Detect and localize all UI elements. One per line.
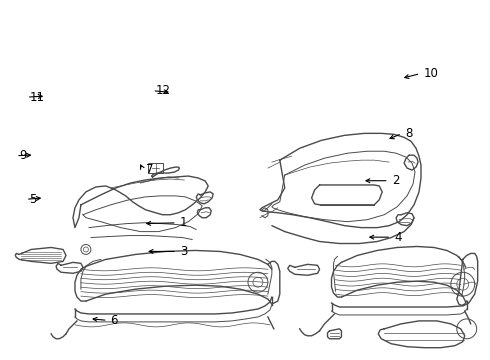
- Text: 2: 2: [392, 174, 399, 187]
- Text: 6: 6: [111, 314, 118, 327]
- Text: 5: 5: [29, 193, 36, 206]
- Text: 7: 7: [146, 163, 153, 176]
- Text: 3: 3: [180, 245, 187, 258]
- Text: 1: 1: [180, 216, 187, 229]
- Text: 8: 8: [405, 127, 412, 140]
- Text: 11: 11: [30, 91, 45, 104]
- Text: 9: 9: [19, 149, 26, 162]
- Text: 10: 10: [423, 67, 438, 80]
- Bar: [147, 163, 164, 173]
- Text: 12: 12: [155, 84, 171, 97]
- Text: 4: 4: [394, 231, 402, 244]
